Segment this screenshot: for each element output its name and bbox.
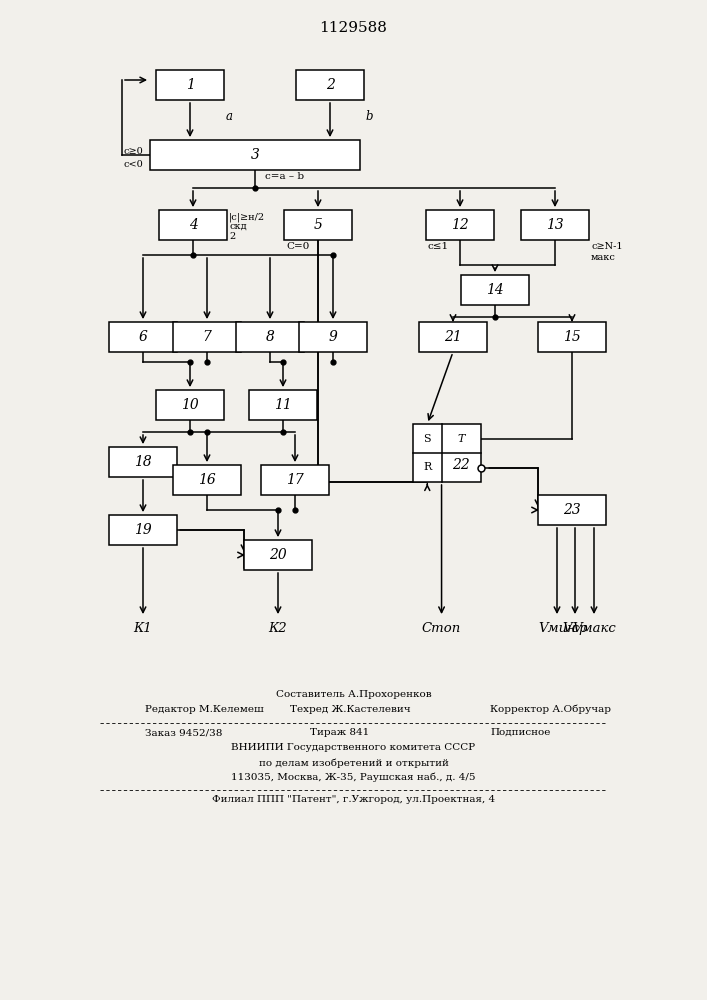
Bar — [538, 322, 606, 352]
Bar — [109, 447, 177, 477]
Text: 4: 4 — [189, 218, 197, 232]
Text: c≤1: c≤1 — [428, 242, 449, 251]
Text: b: b — [366, 110, 373, 123]
Text: Стоп: Стоп — [422, 622, 461, 635]
Text: 9: 9 — [329, 330, 337, 344]
Text: Филиал ППП "Патент", г.Ужгород, ул.Проектная, 4: Филиал ППП "Патент", г.Ужгород, ул.Проек… — [212, 795, 495, 804]
Text: |c|≥н/2: |c|≥н/2 — [229, 212, 265, 222]
Text: T: T — [457, 434, 465, 444]
Text: 10: 10 — [181, 398, 199, 412]
Text: c<0: c<0 — [124, 160, 144, 169]
Text: 12: 12 — [451, 218, 469, 232]
Text: 2: 2 — [229, 232, 235, 241]
Text: a: a — [226, 110, 233, 123]
Bar — [159, 210, 227, 240]
Bar — [150, 140, 360, 170]
Text: 23: 23 — [563, 503, 581, 517]
Text: 20: 20 — [269, 548, 287, 562]
Text: 8: 8 — [266, 330, 274, 344]
Bar — [109, 515, 177, 545]
Bar — [419, 322, 487, 352]
Text: Vср: Vср — [562, 622, 588, 635]
Text: C=0: C=0 — [286, 242, 310, 251]
Bar — [156, 70, 224, 100]
Bar — [249, 390, 317, 420]
Text: c≥0: c≥0 — [124, 147, 144, 156]
Text: 1129588: 1129588 — [320, 21, 387, 35]
Bar — [109, 322, 177, 352]
Text: 22: 22 — [452, 458, 470, 472]
Text: 15: 15 — [563, 330, 581, 344]
Text: 3: 3 — [250, 148, 259, 162]
Text: Vмин: Vмин — [538, 622, 576, 635]
Text: Корректор А.Обручар: Корректор А.Обручар — [490, 705, 611, 714]
Text: Подписное: Подписное — [490, 728, 550, 737]
Bar — [261, 465, 329, 495]
Text: 11: 11 — [274, 398, 292, 412]
Text: 18: 18 — [134, 455, 152, 469]
Bar — [156, 390, 224, 420]
Text: 1: 1 — [185, 78, 194, 92]
Text: по делам изобретений и открытий: по делам изобретений и открытий — [259, 758, 448, 768]
Bar — [296, 70, 364, 100]
Text: К1: К1 — [134, 622, 152, 635]
Text: 2: 2 — [325, 78, 334, 92]
Text: c≥N-1: c≥N-1 — [591, 242, 623, 251]
Text: 7: 7 — [203, 330, 211, 344]
Text: Редактор М.Келемеш: Редактор М.Келемеш — [145, 705, 264, 714]
Bar — [413, 424, 481, 482]
Text: 21: 21 — [444, 330, 462, 344]
Bar — [244, 540, 312, 570]
Bar — [426, 210, 494, 240]
Text: Заказ 9452/38: Заказ 9452/38 — [145, 728, 223, 737]
Bar — [173, 465, 241, 495]
Text: R: R — [423, 462, 431, 473]
Text: 113035, Москва, Ж-35, Раушская наб., д. 4/5: 113035, Москва, Ж-35, Раушская наб., д. … — [231, 773, 476, 782]
Text: ВНИИПИ Государственного комитета СССР: ВНИИПИ Государственного комитета СССР — [231, 743, 476, 752]
Text: 6: 6 — [139, 330, 148, 344]
Text: S: S — [423, 434, 431, 444]
Text: 19: 19 — [134, 523, 152, 537]
Text: 17: 17 — [286, 473, 304, 487]
Text: 14: 14 — [486, 283, 504, 297]
Text: макс: макс — [591, 253, 616, 262]
Text: Техред Ж.Кастелевич: Техред Ж.Кастелевич — [290, 705, 411, 714]
Bar — [461, 275, 529, 305]
Bar — [299, 322, 367, 352]
Text: 16: 16 — [198, 473, 216, 487]
Bar — [521, 210, 589, 240]
Bar — [173, 322, 241, 352]
Text: Тираж 841: Тираж 841 — [310, 728, 369, 737]
Text: 13: 13 — [546, 218, 564, 232]
Text: cкд: cкд — [229, 222, 247, 231]
Bar — [284, 210, 352, 240]
Text: Составитель А.Прохоренков: Составитель А.Прохоренков — [276, 690, 431, 699]
Text: c=a – b: c=a – b — [265, 172, 304, 181]
Bar — [236, 322, 304, 352]
Text: К2: К2 — [269, 622, 287, 635]
Text: 5: 5 — [314, 218, 322, 232]
Text: Vмакс: Vмакс — [572, 622, 616, 635]
Bar — [538, 495, 606, 525]
